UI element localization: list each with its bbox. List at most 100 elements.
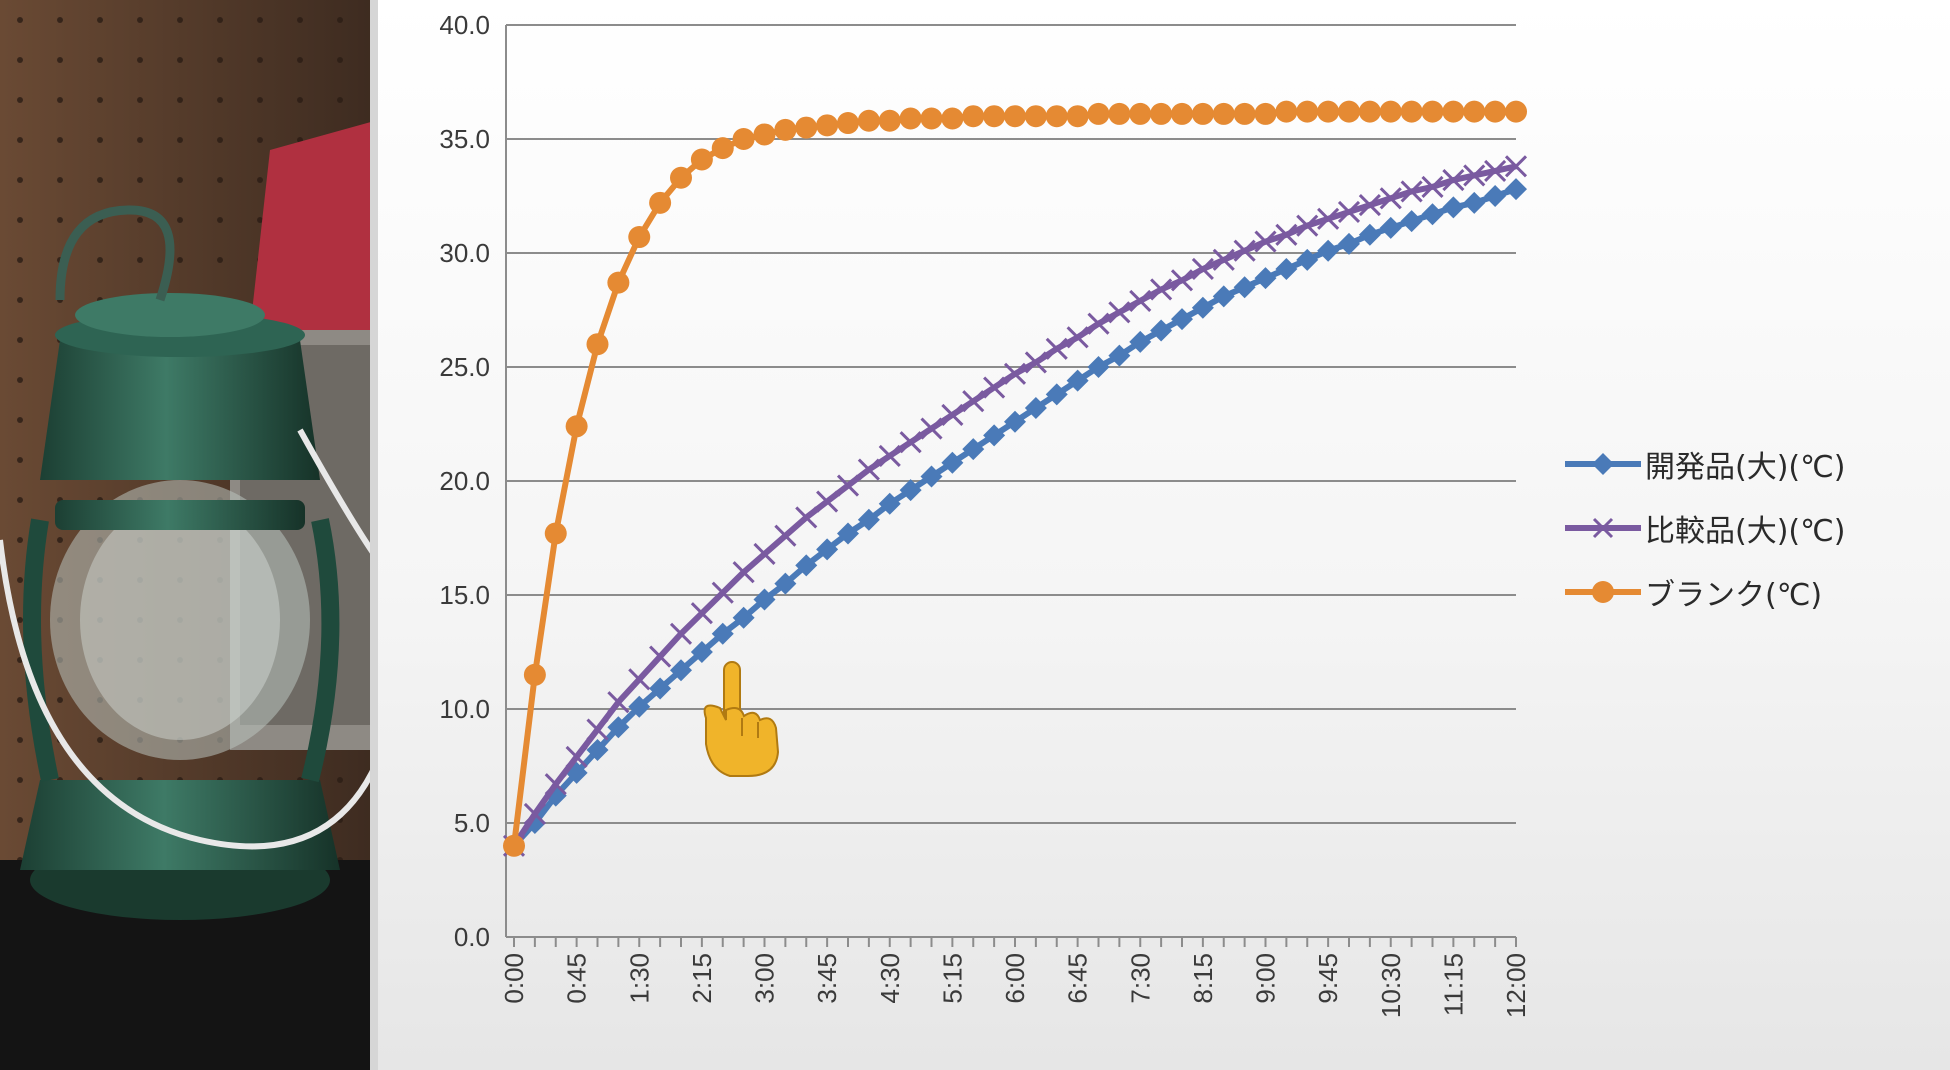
x-tick-label: 10:30	[1376, 953, 1406, 1018]
series-dev-point	[1150, 319, 1173, 342]
series-dev-point	[837, 522, 859, 545]
x-stroke	[753, 542, 776, 566]
series-blank-point	[1317, 100, 1340, 123]
series-blank-point	[732, 128, 755, 150]
x-tick-label: 1:30	[624, 953, 654, 1004]
series-blank-point	[1421, 100, 1444, 123]
x-stroke	[649, 645, 672, 668]
x-tick-label: 5:15	[937, 953, 967, 1004]
series-dev-point	[670, 659, 692, 682]
series-cmp-point	[690, 602, 713, 625]
series-blank-point	[816, 114, 839, 137]
series-blank-point	[774, 118, 797, 141]
x-stroke	[878, 444, 901, 467]
series-cmp-point	[1087, 312, 1110, 335]
series-blank-point	[795, 116, 818, 139]
series-cmp-point	[941, 403, 964, 426]
series-blank-point	[1484, 100, 1507, 123]
series-dev-point	[1296, 248, 1319, 271]
series-cmp-point	[753, 542, 776, 566]
x-stroke	[1442, 168, 1465, 192]
series-cmp-point	[1233, 239, 1256, 262]
series-cmp-point	[836, 474, 860, 497]
series-blank-point	[523, 663, 546, 686]
series-cmp-point	[732, 561, 755, 584]
x-stroke	[920, 417, 943, 440]
series-blank-point	[857, 109, 880, 132]
series-dev-point	[920, 465, 943, 488]
x-tick-label: 9:45	[1313, 953, 1343, 1004]
series-blank-point	[1338, 100, 1360, 123]
x-tick-label: 6:45	[1063, 953, 1093, 1004]
x-stroke	[1108, 301, 1131, 324]
x-tick-label: 6:00	[1000, 953, 1030, 1004]
series-dev-point	[607, 716, 630, 739]
series-dev-point	[1129, 330, 1152, 353]
y-tick-label: 15.0	[439, 580, 490, 610]
series-blank-point	[1024, 105, 1047, 128]
series-blank-point	[920, 107, 943, 130]
series-cmp-point	[565, 745, 588, 768]
series-dev-point	[1505, 178, 1527, 201]
series-dev-line	[511, 186, 1517, 848]
legend: 開発品(大)(℃) 比較品(大)(℃) ブランク(℃)	[1565, 432, 1935, 624]
series-cmp-point	[1129, 289, 1152, 312]
series-dev-point	[795, 554, 818, 577]
x-marker-icon	[1565, 517, 1641, 539]
series-blank-point	[711, 137, 734, 160]
series-dev-point	[1400, 210, 1423, 233]
series-cmp-point	[1379, 187, 1402, 210]
series-dev-point	[1484, 185, 1507, 207]
y-tick-label: 35.0	[439, 124, 490, 154]
lantern-photo	[0, 0, 378, 1070]
x-stroke	[1379, 187, 1402, 210]
series-blank-point	[899, 107, 922, 130]
series-dev-point	[1379, 216, 1402, 239]
x-stroke	[1024, 351, 1047, 374]
x-stroke	[836, 474, 860, 497]
series-blank-point	[1066, 105, 1089, 128]
series-cmp-point	[1504, 155, 1528, 178]
series-dev-point	[649, 677, 672, 700]
series-dev-point	[586, 739, 609, 762]
x-stroke	[1045, 337, 1068, 360]
x-stroke	[1463, 164, 1486, 187]
series-cmp-point	[857, 458, 880, 481]
pointing-hand-icon	[703, 661, 780, 777]
diamond-marker-icon	[1565, 453, 1641, 475]
series-blank-point	[1212, 102, 1235, 125]
series-blank-point	[1463, 100, 1486, 123]
series-blank-point	[628, 226, 651, 249]
series-blank-point	[1004, 105, 1026, 128]
x-stroke	[1296, 214, 1319, 237]
series-cmp-point	[1254, 230, 1277, 253]
series-blank-point	[1275, 100, 1298, 123]
series-blank-line	[511, 108, 1516, 847]
series-cmp-point	[878, 444, 901, 467]
series-cmp-point	[1484, 159, 1507, 182]
series-blank-point	[1296, 100, 1319, 123]
x-stroke	[1337, 200, 1361, 224]
series-blank-point	[1108, 102, 1131, 125]
series-blank-point	[753, 123, 776, 146]
legend-label: 比較品(大)(℃)	[1645, 514, 1846, 549]
series-cmp-point	[1463, 164, 1486, 187]
series-cmp-point	[607, 691, 630, 714]
x-stroke	[962, 390, 985, 413]
x-stroke	[1066, 326, 1089, 349]
series-cmp-point	[544, 773, 567, 796]
series-dev-point	[1275, 257, 1298, 280]
sheet-edge	[370, 0, 380, 1070]
series-cmp-point	[1066, 326, 1089, 349]
series-blank-point	[1442, 100, 1465, 123]
series-cmp-point	[1317, 207, 1340, 230]
x-stroke	[774, 524, 797, 547]
x-stroke	[628, 668, 651, 691]
series-blank-point	[1233, 102, 1256, 125]
series-blank-point	[983, 105, 1006, 128]
series-blank-point	[670, 166, 692, 189]
series-cmp-point	[920, 417, 943, 440]
x-stroke	[1275, 223, 1298, 246]
x-stroke	[1150, 278, 1173, 301]
y-tick-label: 40.0	[439, 10, 490, 40]
